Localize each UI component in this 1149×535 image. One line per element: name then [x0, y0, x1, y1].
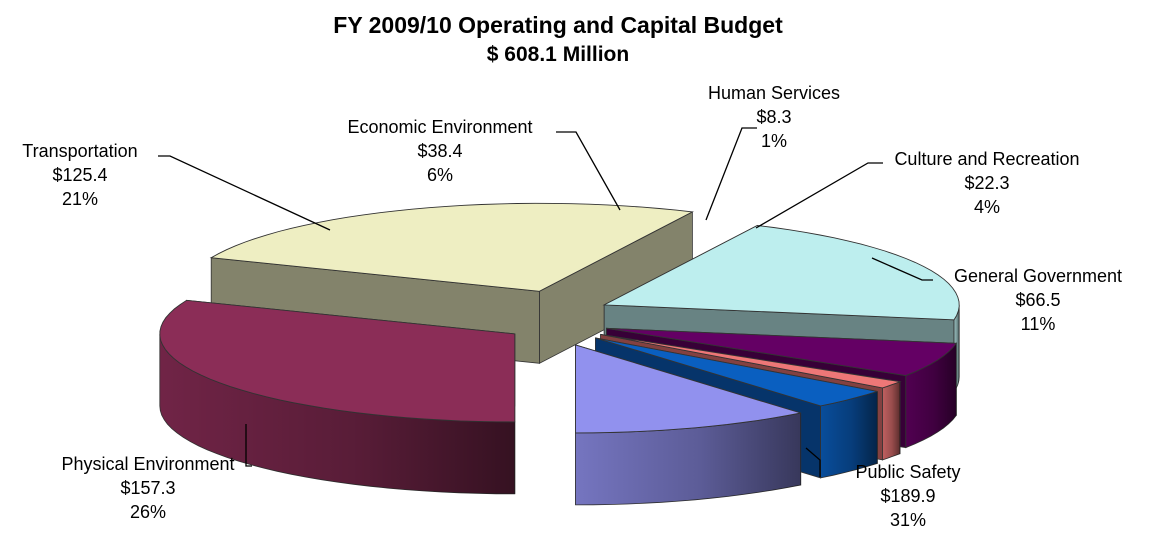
leader-line-transportation — [158, 155, 331, 231]
label-percent-physical-environment: 26% — [130, 502, 166, 522]
label-percent-culture-and-recreation: 4% — [974, 197, 1000, 217]
slice-economic-environment — [606, 327, 958, 377]
label-value-public-safety: $189.9 — [880, 486, 935, 506]
label-percent-public-safety: 31% — [890, 510, 926, 530]
slice-transportation — [602, 225, 960, 321]
label-value-physical-environment: $157.3 — [120, 478, 175, 498]
slice-human-services — [600, 333, 902, 389]
label-name-physical-environment: Physical Environment — [61, 454, 234, 474]
leader-line-culture-and-recreation — [755, 162, 883, 229]
label-value-general-government: $66.5 — [1015, 290, 1060, 310]
slice-public-safety — [159, 299, 516, 423]
slice-physical-environment — [209, 202, 694, 292]
leader-line-economic-environment — [556, 131, 621, 211]
label-percent-general-government: 11% — [1021, 314, 1056, 334]
label-value-economic-environment: $38.4 — [417, 141, 462, 161]
label-value-transportation: $125.4 — [52, 165, 107, 185]
slice-general-government — [575, 344, 801, 434]
chart-title: FY 2009/10 Operating and Capital Budget — [333, 12, 783, 38]
label-percent-transportation: 21% — [62, 189, 98, 209]
leader-line-human-services — [705, 127, 757, 221]
label-value-human-services: $8.3 — [756, 107, 791, 127]
leader-line-physical-environment — [245, 424, 252, 467]
chart-subtitle: $ 608.1 Million — [487, 43, 629, 66]
slice-culture-and-recreation — [595, 337, 878, 407]
label-name-human-services: Human Services — [708, 83, 840, 103]
label-name-public-safety: Public Safety — [855, 462, 960, 482]
label-name-economic-environment: Economic Environment — [347, 117, 532, 137]
leader-line-general-government — [871, 257, 933, 281]
label-percent-economic-environment: 6% — [427, 165, 453, 185]
label-percent-human-services: 1% — [761, 131, 787, 151]
label-value-culture-and-recreation: $22.3 — [964, 173, 1009, 193]
label-name-transportation: Transportation — [22, 141, 137, 161]
label-name-general-government: General Government — [954, 266, 1122, 286]
leader-line-public-safety — [805, 447, 821, 477]
label-name-culture-and-recreation: Culture and Recreation — [894, 149, 1079, 169]
